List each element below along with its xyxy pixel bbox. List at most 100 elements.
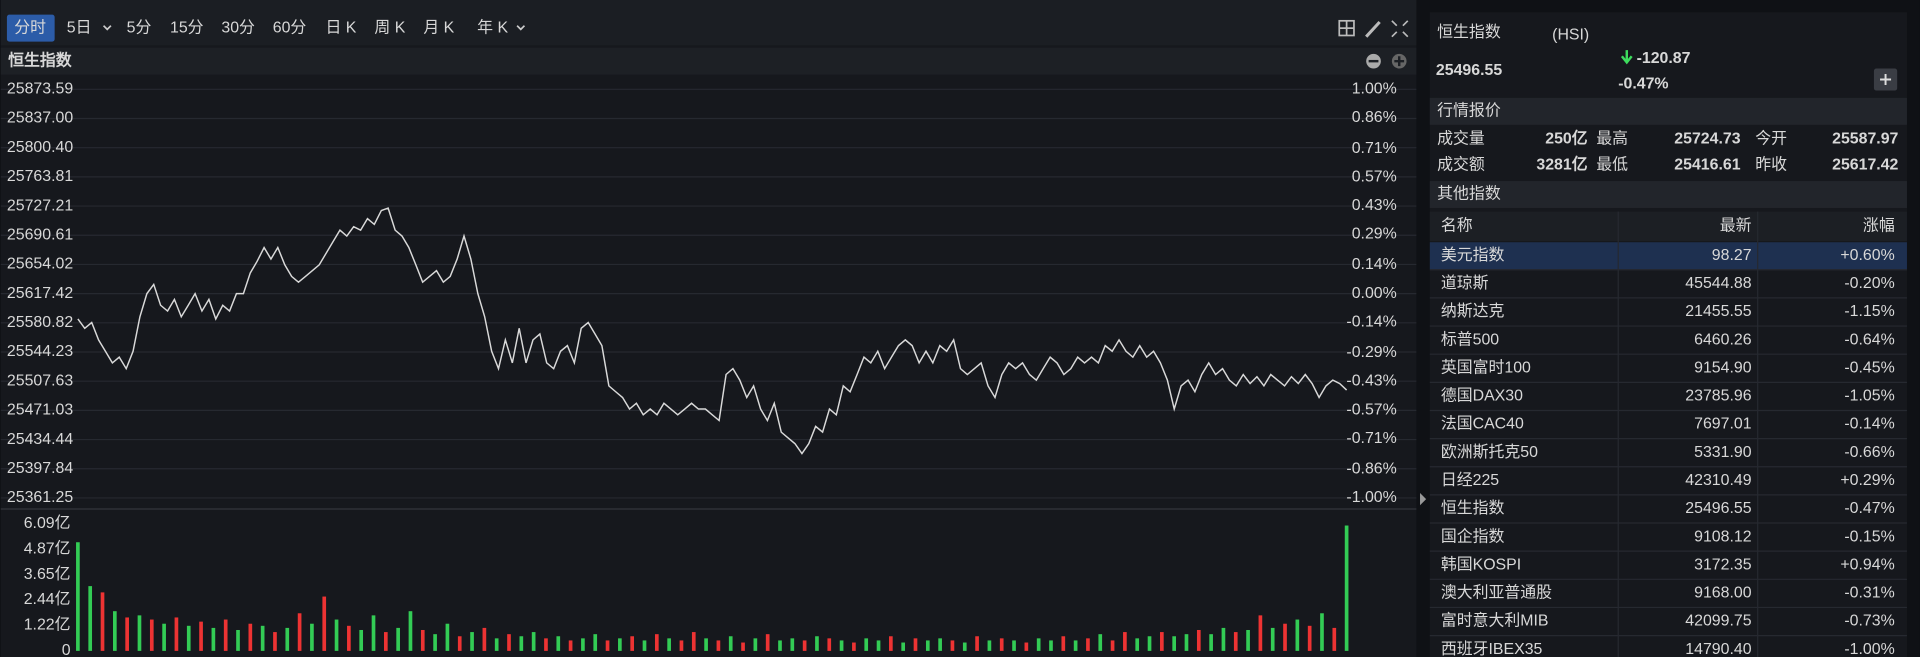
table-cell: 98.27 (1712, 247, 1752, 264)
volume-bar (691, 632, 696, 651)
table-cell[interactable]: 富时意大利MIB (1441, 611, 1549, 630)
add-icon (1880, 74, 1892, 86)
volume-bar (1160, 632, 1164, 651)
y-tick-label: 25727.21 (7, 197, 73, 214)
table-cell[interactable]: 韩国KOSPI (1441, 555, 1521, 573)
volume-bar (519, 636, 524, 651)
y-tick-label: 25800.40 (7, 139, 73, 156)
y2-tick-label: 0.57% (1352, 168, 1397, 185)
table-cell: 45544.88 (1685, 275, 1751, 292)
volume-bar (741, 642, 745, 651)
volume-bar (778, 640, 782, 651)
table-cell[interactable]: 西班牙IBEX35 (1441, 640, 1543, 657)
price: 25496.55 (1436, 62, 1502, 79)
table-cell[interactable]: 国企指数 (1441, 527, 1505, 545)
y2-tick-label: -0.71% (1346, 430, 1396, 447)
table-cell[interactable]: 恒生指数 (1441, 499, 1505, 517)
volume-bar (457, 636, 462, 651)
tab[interactable]: 5日 (67, 19, 92, 36)
table-cell[interactable]: 日经225 (1441, 471, 1499, 489)
y2-tick-label: -0.43% (1346, 373, 1396, 390)
volume-bar (568, 640, 573, 651)
tab[interactable]: 日 K (325, 19, 356, 36)
volume-bar (728, 636, 733, 651)
volume-bar (371, 615, 376, 651)
tab[interactable]: 30分 (221, 18, 255, 36)
volume-bar (716, 640, 721, 651)
index-name: 恒生指数 (1437, 23, 1501, 41)
table-cell: +0.29% (1840, 472, 1894, 489)
volume-bar (1283, 623, 1287, 651)
y-tick-label: 25580.82 (7, 314, 73, 331)
quote-label: 今开 (1755, 130, 1787, 148)
volume-bar (1221, 627, 1226, 651)
table-cell[interactable]: 道琼斯 (1441, 274, 1489, 292)
table-cell: 9154.90 (1694, 359, 1752, 376)
volume-bar (1024, 642, 1029, 651)
volume-tick-label: 6.09亿 (24, 514, 71, 532)
change: -120.87 (1637, 50, 1691, 67)
volume-bar (1073, 640, 1078, 651)
collapse-arrow[interactable] (1420, 493, 1427, 506)
table-cell[interactable]: 纳斯达克 (1441, 302, 1505, 320)
y-tick-label: 25361.25 (7, 489, 73, 506)
table-cell: -1.15% (1844, 303, 1894, 320)
tab[interactable]: 月 K (423, 19, 454, 36)
chart-header (0, 47, 1417, 75)
volume-bar (876, 640, 881, 651)
table-cell[interactable]: 法国CAC40 (1441, 415, 1524, 433)
volume-bar (1344, 525, 1349, 651)
volume-bar (889, 636, 893, 651)
volume-bar (383, 632, 388, 651)
volume-bar (88, 586, 93, 651)
volume-bar (999, 638, 1004, 651)
volume-bar (236, 629, 240, 651)
volume-bar (211, 627, 216, 651)
volume-bar (470, 632, 474, 651)
volume-bar (1196, 629, 1201, 651)
quote-value: 25617.42 (1832, 156, 1898, 173)
quote-label: 昨收 (1755, 155, 1787, 173)
fullscreen-icon[interactable] (1391, 20, 1409, 38)
y2-tick-label: -0.14% (1346, 313, 1396, 330)
table-cell: 9108.12 (1694, 528, 1752, 545)
tab[interactable]: 年 K (477, 18, 508, 36)
section-bar (1429, 181, 1907, 208)
y2-tick-label: 0.29% (1352, 226, 1397, 243)
tab[interactable]: 60分 (273, 18, 307, 36)
table-cell: 6460.26 (1694, 331, 1752, 348)
tab[interactable]: 5分 (127, 18, 152, 36)
volume-bar (605, 640, 610, 651)
volume-bar (1233, 632, 1238, 651)
volume-bar (113, 611, 117, 651)
tab[interactable]: 周 K (374, 19, 405, 36)
volume-bar (581, 638, 585, 651)
volume-bar (396, 627, 400, 651)
volume-bar (544, 638, 548, 651)
volume-bar (950, 640, 955, 651)
table-cell[interactable]: 美元指数 (1441, 246, 1505, 264)
volume-bar (125, 617, 129, 651)
table-cell: +0.94% (1840, 556, 1894, 573)
table-cell[interactable]: 澳大利亚普通股 (1441, 584, 1552, 602)
tab[interactable]: 分时 (14, 18, 46, 36)
dropdown-arrow (102, 25, 112, 31)
tab[interactable]: 15分 (170, 18, 204, 36)
table-cell[interactable]: 欧洲斯托克50 (1441, 443, 1538, 461)
table-cell: +0.60% (1840, 247, 1894, 264)
table-cell[interactable]: 德国DAX30 (1441, 387, 1523, 405)
table-cell: -0.15% (1844, 528, 1894, 545)
draw-icon[interactable] (1365, 20, 1381, 38)
volume-bar (273, 632, 277, 651)
volume-bar (433, 634, 437, 651)
y-tick-label: 25544.23 (7, 343, 73, 360)
volume-bar (1307, 625, 1312, 651)
table-cell: 42310.49 (1685, 472, 1751, 489)
volume-bar (297, 613, 302, 651)
volume-bar (765, 634, 770, 651)
table-cell[interactable]: 标普500 (1441, 330, 1499, 348)
table-cell: -0.64% (1844, 331, 1894, 348)
table-cell[interactable]: 英国富时100 (1441, 358, 1531, 376)
table-cell: -0.31% (1844, 585, 1894, 602)
